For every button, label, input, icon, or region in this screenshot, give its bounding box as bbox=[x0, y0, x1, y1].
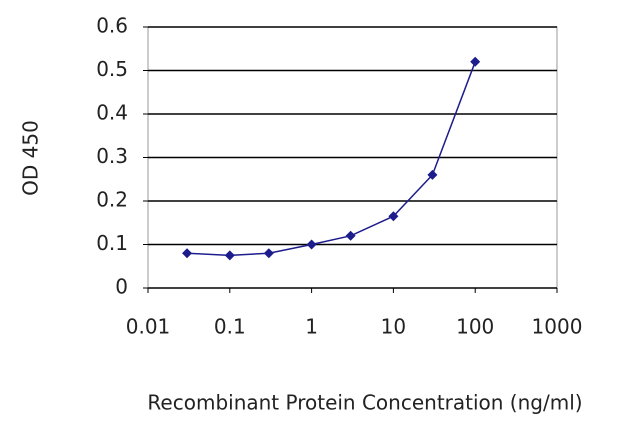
y-tick-label: 0.2 bbox=[96, 188, 128, 212]
data-point bbox=[345, 230, 356, 241]
y-tick-label: 0.4 bbox=[96, 101, 128, 125]
x-axis-title: Recombinant Protein Concentration (ng/ml… bbox=[147, 391, 582, 415]
data-point bbox=[224, 250, 235, 261]
x-tick-label: 0.1 bbox=[214, 315, 246, 339]
y-axis-title: OD 450 bbox=[19, 120, 43, 196]
data-point bbox=[306, 239, 317, 250]
x-tick-label: 0.01 bbox=[126, 315, 171, 339]
x-tick-label: 10 bbox=[381, 315, 406, 339]
y-tick-label: 0.5 bbox=[96, 57, 128, 81]
data-point bbox=[263, 248, 274, 259]
y-tick-label: 0.3 bbox=[96, 144, 128, 168]
data-line bbox=[186, 61, 476, 257]
data-point bbox=[470, 56, 481, 67]
y-tick-label: 0.1 bbox=[96, 231, 128, 255]
x-tick-label: 100 bbox=[456, 315, 494, 339]
y-tick-label: 0 bbox=[115, 275, 128, 299]
x-tick-label: 1000 bbox=[532, 315, 583, 339]
x-tick-label: 1 bbox=[305, 315, 318, 339]
data-point bbox=[182, 248, 193, 259]
data-point bbox=[427, 169, 438, 180]
data-point bbox=[388, 211, 399, 222]
y-tick-label: 0.6 bbox=[96, 14, 128, 38]
